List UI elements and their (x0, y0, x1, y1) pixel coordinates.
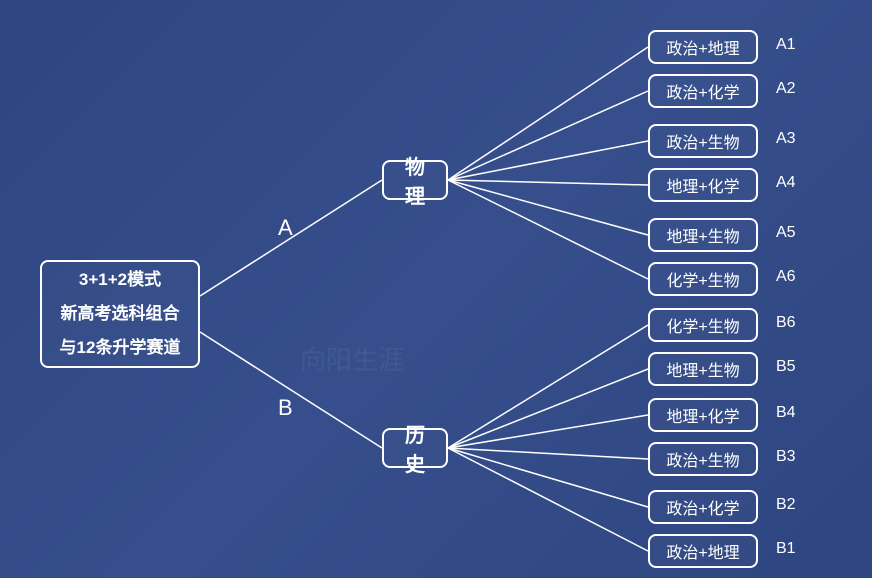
leaf-code: A1 (776, 36, 796, 54)
leaf-code: A5 (776, 224, 796, 242)
leaf-node: 化学+生物 (648, 262, 758, 296)
leaf-code: B1 (776, 540, 796, 558)
root-line1: 3+1+2模式 (79, 263, 161, 297)
leaf-code: B5 (776, 358, 796, 376)
leaf-node: 地理+化学 (648, 168, 758, 202)
leaf-node: 化学+生物 (648, 308, 758, 342)
leaf-node: 政治+生物 (648, 124, 758, 158)
watermark: 向阳生涯 (300, 340, 404, 377)
leaf-node: 政治+地理 (648, 30, 758, 64)
branch-node-B: 历史 (382, 428, 448, 468)
root-line3: 与12条升学赛道 (60, 331, 181, 365)
leaf-code: B3 (776, 448, 796, 466)
leaf-code: B2 (776, 496, 796, 514)
leaf-code: A4 (776, 174, 796, 192)
leaf-node: 地理+生物 (648, 218, 758, 252)
leaf-code: A2 (776, 80, 796, 98)
leaf-node: 地理+化学 (648, 398, 758, 432)
leaf-code: B6 (776, 314, 796, 332)
leaf-node: 政治+化学 (648, 490, 758, 524)
leaf-node: 政治+化学 (648, 74, 758, 108)
leaf-code: A3 (776, 130, 796, 148)
leaf-node: 政治+生物 (648, 442, 758, 476)
leaf-code: B4 (776, 404, 796, 422)
root-node: 3+1+2模式 新高考选科组合 与12条升学赛道 (40, 260, 200, 368)
root-line2: 新高考选科组合 (61, 297, 180, 331)
branch-node-A: 物理 (382, 160, 448, 200)
branch-label-B: B (278, 395, 293, 421)
leaf-node: 地理+生物 (648, 352, 758, 386)
branch-label-A: A (278, 215, 293, 241)
leaf-code: A6 (776, 268, 796, 286)
leaf-node: 政治+地理 (648, 534, 758, 568)
